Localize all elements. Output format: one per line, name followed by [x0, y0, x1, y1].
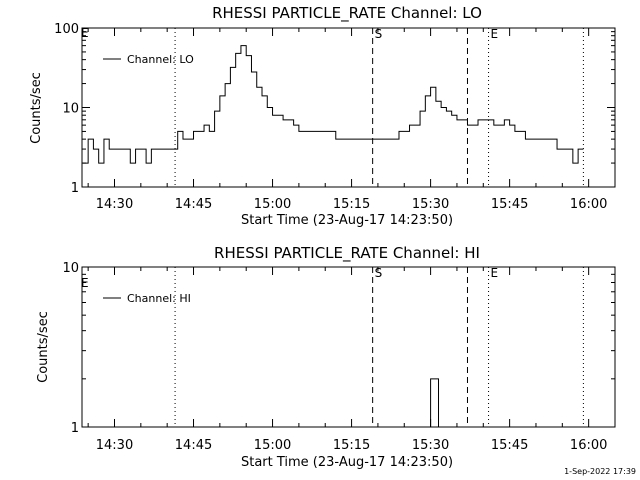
marker-label: S: [375, 27, 383, 41]
x-tick-label: 14:45: [175, 197, 212, 212]
footer-date: 1-Sep-2022 17:39: [564, 467, 636, 476]
y-tick-label: 1: [71, 421, 79, 436]
x-tick-label: 15:30: [412, 438, 449, 453]
lo-axis-ticks: 14:30 14:45 15:00 15:15 15:30 15:45 16:00 1 10 10…: [54, 22, 616, 212]
lo-corner-label: E: [81, 26, 89, 40]
lo-series-line: [82, 45, 584, 164]
y-tick-label: 1: [71, 181, 79, 196]
x-tick-label: 14:45: [175, 438, 212, 453]
x-tick-label: 16:00: [570, 438, 607, 453]
hi-series-line: [425, 378, 442, 428]
hi-channel-panel: RHESSI PARTICLE_RATE Channel: HI Counts/…: [36, 244, 616, 470]
lo-x-axis-label: Start Time (23-Aug-17 14:23:50): [241, 213, 453, 228]
x-tick-label: 15:00: [254, 438, 291, 453]
lo-y-axis-label: Counts/sec: [29, 72, 44, 144]
marker-label: E: [491, 27, 499, 41]
hi-plot-frame: [81, 266, 616, 428]
x-tick-label: 14:30: [96, 438, 133, 453]
lo-channel-panel: RHESSI PARTICLE_RATE Channel: LO Counts/…: [29, 4, 616, 228]
y-tick-label: 10: [62, 261, 79, 276]
hi-y-axis-label: Counts/sec: [36, 311, 51, 383]
x-tick-label: 15:15: [333, 197, 370, 212]
marker-label: S: [375, 266, 383, 280]
x-tick-label: 15:30: [412, 197, 449, 212]
x-tick-label: 15:45: [491, 438, 528, 453]
x-tick-label: 16:00: [570, 197, 607, 212]
hi-x-axis-label: Start Time (23-Aug-17 14:23:50): [241, 455, 453, 470]
hi-axis-ticks: 14:30 14:45 15:00 15:15 15:30 15:45 16:00 1 10: [62, 261, 616, 453]
y-tick-label: 10: [62, 102, 79, 117]
marker-label: E: [491, 266, 499, 280]
x-tick-label: 14:30: [96, 197, 133, 212]
x-tick-label: 15:45: [491, 197, 528, 212]
lo-chart-title: RHESSI PARTICLE_RATE Channel: LO: [212, 4, 482, 23]
hi-legend-label: Channel: HI: [127, 292, 191, 305]
x-tick-label: 15:00: [254, 197, 291, 212]
lo-legend-label: Channel: LO: [127, 53, 194, 66]
hi-chart-title: RHESSI PARTICLE_RATE Channel: HI: [214, 244, 480, 263]
lo-plot-frame: [81, 27, 616, 188]
x-tick-label: 15:15: [333, 438, 370, 453]
y-tick-label: 100: [54, 22, 79, 37]
